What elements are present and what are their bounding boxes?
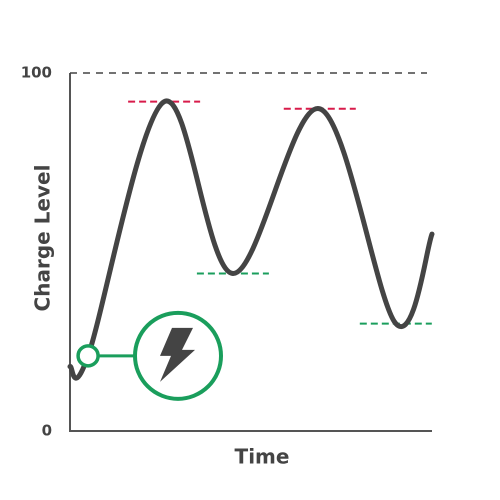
x-axis-label: Time [235, 445, 290, 469]
y-axis-label: Charge Level [31, 165, 55, 312]
y-tick-label: 100 [21, 64, 52, 82]
lightning-bolt [160, 327, 195, 382]
start-marker [76, 344, 100, 368]
y-tick-label: 0 [42, 422, 52, 440]
line [67, 98, 435, 381]
